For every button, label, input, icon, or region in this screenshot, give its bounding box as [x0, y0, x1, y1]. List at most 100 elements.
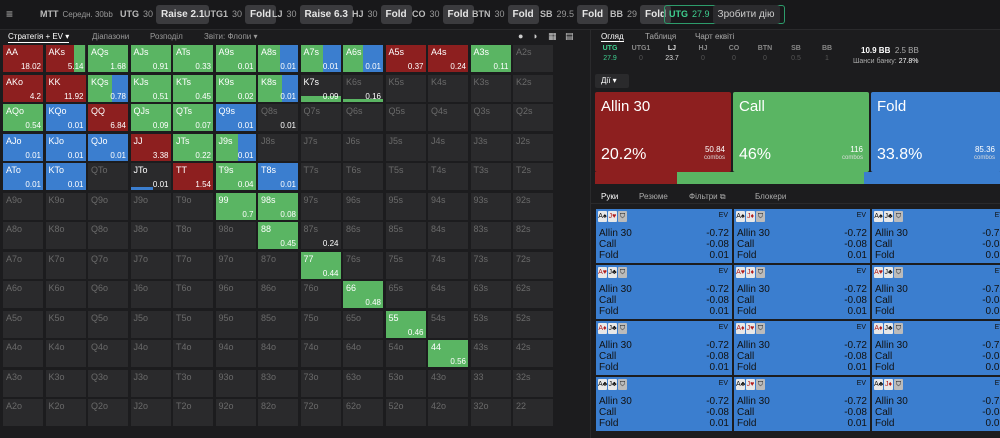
hand-cell-86o[interactable]: 86o: [257, 280, 299, 309]
hand-cell-65o[interactable]: 65o: [342, 309, 384, 339]
hand-cell-q3o[interactable]: Q3o: [87, 368, 129, 398]
hand-combo-card[interactable]: A♣ J♣ ⛉ EV Allin 30 -0.72 Call -0.08 Fold 0.01: [595, 376, 733, 432]
hand-cell-99[interactable]: 99 0.7: [214, 191, 257, 221]
hand-cell-aqs[interactable]: AQs 1.68: [87, 44, 129, 73]
tab-blockers[interactable]: Блокери: [755, 192, 787, 201]
hand-cell-j2s[interactable]: J2s: [512, 132, 554, 162]
hand-cell-82o[interactable]: 82o: [257, 398, 299, 427]
hand-cell-j8o[interactable]: J8o: [129, 221, 172, 250]
action-box-allin[interactable]: Allin 30 20.2% 50.84 combos: [595, 92, 731, 172]
hand-cell-a6s[interactable]: A6s 0.01: [342, 44, 384, 73]
position-bb[interactable]: BB 29 Fold: [610, 5, 672, 24]
position-sb[interactable]: SB 29.5 Fold: [540, 5, 609, 24]
hand-combo-card[interactable]: A♥J♣⛉ EV Allin 30 -0.72 Call -0.08 Fold 0.01: [595, 264, 733, 320]
hand-cell-22[interactable]: 22: [512, 398, 554, 427]
hand-cell-53s[interactable]: 53s: [469, 309, 512, 339]
hand-cell-k4s[interactable]: K4s: [427, 73, 469, 103]
hand-cell-43o[interactable]: 43o: [427, 368, 469, 398]
make-action-button[interactable]: Зробити дію: [712, 5, 780, 24]
hand-cell-t3o[interactable]: T3o: [172, 368, 214, 398]
hand-cell-k2s[interactable]: K2s: [512, 73, 554, 103]
hand-cell-32s[interactable]: 32s: [512, 368, 554, 398]
hand-cell-t6s[interactable]: T6s: [342, 162, 384, 191]
hand-cell-85s[interactable]: 85s: [384, 221, 427, 250]
position-utg[interactable]: UTG 30 Raise 2.1: [120, 5, 210, 24]
hand-cell-t2s[interactable]: T2s: [512, 162, 554, 191]
hand-cell-43s[interactable]: 43s: [469, 339, 512, 368]
tab-hands[interactable]: Руки: [601, 192, 619, 201]
hand-cell-87s[interactable]: 87s 0.24: [299, 221, 342, 250]
hand-cell-t6o[interactable]: T6o: [172, 280, 214, 309]
hand-combo-card[interactable]: A♦J♣⛉ EV Allin 30 -0.72 Call -0.08 Fold 0.01: [871, 320, 1000, 376]
hand-cell-kjs[interactable]: KJs 0.51: [129, 73, 172, 103]
hand-cell-ajs[interactable]: AJs 0.91: [129, 44, 172, 73]
position-action[interactable]: Fold: [577, 5, 609, 24]
hand-cell-t9o[interactable]: T9o: [172, 191, 214, 221]
hand-cell-k8s[interactable]: K8s 0.01: [257, 73, 299, 103]
hand-cell-a8s[interactable]: A8s 0.01: [257, 44, 299, 73]
hand-cell-k7s[interactable]: K7s 0.09: [299, 73, 342, 103]
hand-cell-q3s[interactable]: Q3s: [469, 103, 512, 132]
mini-position-btn[interactable]: BTN 0: [750, 44, 780, 66]
hand-combo-card[interactable]: A♥ J♦ ⛉ EV Allin 30 -0.72 Call -0.08 Fold 0.01: [733, 264, 871, 320]
action-box-fold[interactable]: Fold 33.8% 85.36 combos: [871, 92, 1000, 172]
hand-cell-54o[interactable]: 54o: [384, 339, 427, 368]
hand-cell-q7s[interactable]: Q7s: [299, 103, 342, 132]
hand-cell-t5o[interactable]: T5o: [172, 309, 214, 339]
hand-cell-a7o[interactable]: A7o: [2, 250, 44, 280]
hand-cell-82s[interactable]: 82s: [512, 221, 554, 250]
hand-cell-k9s[interactable]: K9s 0.02: [214, 73, 257, 103]
hand-cell-kk[interactable]: KK 11.92: [44, 73, 87, 103]
position-action[interactable]: Fold: [507, 5, 539, 24]
hand-cell-j8s[interactable]: J8s: [257, 132, 299, 162]
hand-cell-75s[interactable]: 75s: [384, 250, 427, 280]
hand-cell-kqs[interactable]: KQs 0.78: [87, 73, 129, 103]
hand-cell-42o[interactable]: 42o: [427, 398, 469, 427]
hand-cell-77[interactable]: 77 0.44: [299, 250, 342, 280]
menu-icon[interactable]: ≡: [6, 7, 14, 21]
hand-cell-qq[interactable]: QQ 6.84: [87, 103, 129, 132]
hand-cell-t4s[interactable]: T4s: [427, 162, 469, 191]
position-action[interactable]: Fold: [442, 5, 474, 24]
hand-cell-86s[interactable]: 86s: [342, 221, 384, 250]
hand-cell-j7o[interactable]: J7o: [129, 250, 172, 280]
hand-combo-card[interactable]: A♣J♦⛉ EV Allin 30 -0.72 Call -0.08 Fold 0.01: [871, 376, 1000, 432]
hand-cell-q2o[interactable]: Q2o: [87, 398, 129, 427]
hand-cell-j7s[interactable]: J7s: [299, 132, 342, 162]
hand-cell-a3s[interactable]: A3s 0.11: [469, 44, 512, 73]
hand-cell-76s[interactable]: 76s: [342, 250, 384, 280]
list-view-icon[interactable]: ▤: [565, 31, 574, 41]
hand-cell-33[interactable]: 33: [469, 368, 512, 398]
tab-equity-chart[interactable]: Чарт еквіті: [695, 32, 735, 41]
hand-cell-qjs[interactable]: QJs 0.09: [129, 103, 172, 132]
hand-cell-54s[interactable]: 54s: [427, 309, 469, 339]
hand-cell-84s[interactable]: 84s: [427, 221, 469, 250]
hand-cell-53o[interactable]: 53o: [384, 368, 427, 398]
hand-cell-t5s[interactable]: T5s: [384, 162, 427, 191]
hand-cell-a6o[interactable]: A6o: [2, 280, 44, 309]
hand-combo-card[interactable]: A♠ J♥ ⛉ EV Allin 30 -0.72 Call -0.08 Fold 0.01: [595, 208, 733, 264]
hand-cell-kto[interactable]: KTo 0.01: [44, 162, 87, 191]
position-action[interactable]: Fold: [380, 5, 412, 24]
hand-cell-kts[interactable]: KTs 0.45: [172, 73, 214, 103]
hand-cell-k5s[interactable]: K5s: [384, 73, 427, 103]
hand-cell-66[interactable]: 66 0.48: [342, 280, 384, 309]
hand-combo-card[interactable]: A♠ J♦ ⛉ EV Allin 30 -0.72 Call -0.08 Fold 0.01: [733, 208, 871, 264]
hand-cell-k6o[interactable]: K6o: [44, 280, 87, 309]
hand-cell-64s[interactable]: 64s: [427, 280, 469, 309]
hand-cell-q8s[interactable]: Q8s 0.01: [257, 103, 299, 132]
hand-cell-j9o[interactable]: J9o: [129, 191, 172, 221]
hand-cell-jts[interactable]: JTs 0.22: [172, 132, 214, 162]
position-lj[interactable]: LJ 30 Raise 6.3: [272, 5, 353, 24]
hand-cell-a5s[interactable]: A5s 0.37: [384, 44, 427, 73]
hand-cell-t7o[interactable]: T7o: [172, 250, 214, 280]
hand-cell-85o[interactable]: 85o: [257, 309, 299, 339]
hand-cell-k2o[interactable]: K2o: [44, 398, 87, 427]
hand-cell-q7o[interactable]: Q7o: [87, 250, 129, 280]
action-box-call[interactable]: Call 46% 116 combos: [733, 92, 869, 172]
hand-cell-88[interactable]: 88 0.45: [257, 221, 299, 250]
hand-cell-73s[interactable]: 73s: [469, 250, 512, 280]
hand-cell-44[interactable]: 44 0.56: [427, 339, 469, 368]
hand-cell-73o[interactable]: 73o: [299, 368, 342, 398]
hand-cell-a4o[interactable]: A4o: [2, 339, 44, 368]
